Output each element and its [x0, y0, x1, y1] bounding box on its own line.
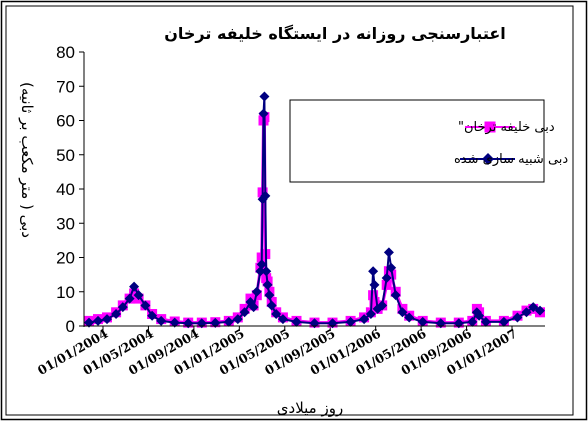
y-tick-label: 80 — [56, 43, 75, 62]
y-tick-label: 50 — [56, 146, 75, 165]
data-point-simulated — [256, 259, 267, 270]
data-point-simulated — [156, 315, 167, 326]
data-point-simulated — [377, 300, 388, 311]
legend-marker-simulated — [482, 153, 494, 165]
data-point-simulated — [264, 290, 275, 301]
data-point-simulated — [467, 316, 478, 327]
data-point-simulated — [512, 312, 523, 323]
data-point-simulated — [404, 312, 415, 323]
data-point-simulated — [223, 316, 234, 327]
x-axis-label: روز میلادی — [277, 399, 343, 417]
data-point-simulated — [169, 317, 180, 328]
legend-label-observed: دبی خلیفه ترخان" — [458, 120, 555, 135]
y-tick-label: 60 — [56, 112, 75, 131]
data-point-simulated — [474, 310, 485, 321]
data-point-observed — [129, 288, 140, 299]
data-point-simulated — [390, 290, 401, 301]
data-point-simulated — [386, 262, 397, 273]
data-point-simulated — [147, 310, 158, 321]
data-point-simulated — [239, 307, 250, 318]
data-point-simulated — [271, 309, 282, 320]
legend-label-simulated: دبی شبیه سازی شده — [454, 152, 568, 167]
data-point-simulated — [93, 315, 104, 326]
legend-marker-observed — [484, 121, 496, 133]
data-point-simulated — [111, 309, 122, 320]
data-point-simulated — [368, 266, 379, 277]
y-tick-label: 40 — [56, 180, 75, 199]
data-point-simulated — [133, 290, 144, 301]
data-point-simulated — [251, 286, 262, 297]
data-point-simulated — [260, 190, 271, 201]
data-point-simulated — [84, 317, 94, 328]
data-point-simulated — [359, 314, 370, 325]
legend: دبی خلیفه ترخان" دبی شبیه سازی شده — [289, 99, 568, 183]
data-point-observed — [368, 290, 379, 301]
data-point-simulated — [291, 316, 302, 327]
data-point-observed — [369, 297, 380, 307]
y-tick-label: 20 — [56, 249, 75, 268]
legend-box — [289, 99, 545, 183]
data-point-simulated — [259, 91, 270, 102]
y-axis-label: دبی ( متر مکعب بر ثانیه) — [18, 82, 36, 238]
data-point-simulated — [129, 281, 140, 292]
data-point-simulated — [277, 314, 288, 325]
chart-title: اعتبارسنجی روزانه در ایستگاه خلیفه ترخان — [164, 24, 506, 43]
data-point-simulated — [365, 309, 376, 320]
y-tick-label: 70 — [56, 77, 75, 96]
data-point-simulated — [102, 314, 113, 325]
data-point-simulated — [255, 266, 266, 277]
y-tick-label: 10 — [56, 283, 75, 302]
y-axis: 0 10 20 30 40 50 60 70 80 — [56, 43, 84, 336]
data-point-simulated — [345, 316, 356, 327]
data-point-simulated — [248, 302, 259, 313]
data-point-simulated — [521, 307, 532, 318]
data-point-simulated — [381, 273, 392, 284]
data-point-simulated — [498, 316, 509, 327]
figure-inner-border — [5, 5, 574, 416]
data-point-simulated — [232, 314, 243, 325]
data-point-simulated — [261, 266, 272, 277]
data-point-simulated — [258, 108, 269, 119]
data-point-simulated — [383, 247, 394, 258]
data-point-simulated — [210, 317, 221, 328]
data-point-observed — [381, 279, 392, 290]
y-tick-label: 30 — [56, 214, 75, 233]
data-point-simulated — [397, 307, 408, 318]
data-point-simulated — [369, 279, 380, 290]
y-tick-label: 0 — [66, 317, 75, 336]
data-point-observed — [386, 269, 397, 280]
data-point-simulated — [140, 300, 151, 311]
data-point-simulated — [480, 316, 491, 327]
data-point-simulated — [262, 279, 273, 290]
data-point-simulated — [535, 305, 545, 316]
data-point-simulated — [117, 302, 128, 313]
data-point-simulated — [124, 293, 135, 304]
data-point-simulated — [266, 300, 277, 311]
data-point-simulated — [528, 302, 539, 313]
data-point-simulated — [417, 316, 428, 327]
